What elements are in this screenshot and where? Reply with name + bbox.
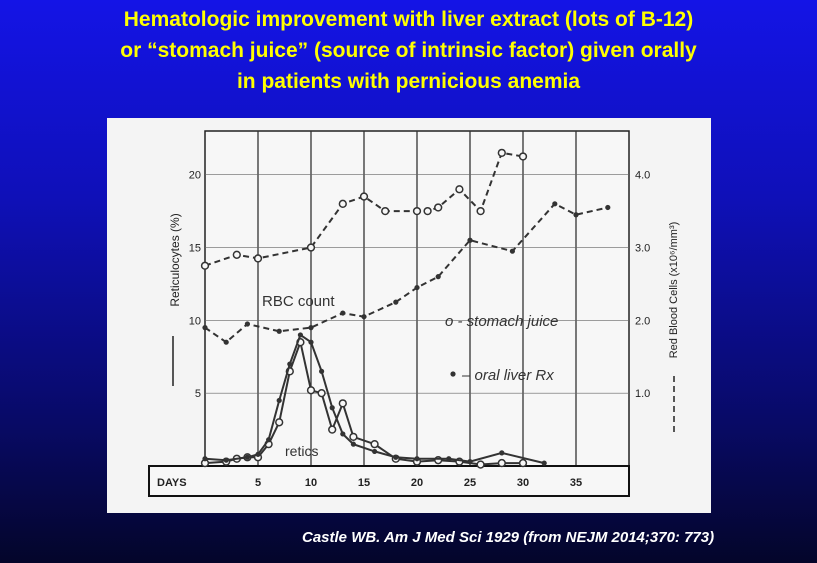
x-tick-label: 5 <box>255 477 261 489</box>
data-point-rbc_stomach <box>476 206 485 216</box>
data-point-rbc_liver <box>361 314 367 320</box>
y-right-tick-labels: 1.0 2.0 3.0 4.0 <box>635 170 650 400</box>
data-point-retics_liver <box>255 451 261 457</box>
data-series <box>200 148 611 469</box>
data-point-rbc_liver <box>467 237 473 243</box>
data-point-retics_liver <box>499 450 505 456</box>
data-point-rbc_liver <box>393 299 399 305</box>
y-right-tick-label: 4.0 <box>635 170 650 182</box>
data-point-rbc_stomach <box>338 199 347 208</box>
data-point-rbc_stomach <box>232 250 241 259</box>
data-point-rbc_liver <box>202 325 208 331</box>
data-point-retics_liver <box>319 368 325 374</box>
grid-lines <box>205 131 629 466</box>
data-point-rbc_stomach <box>359 192 369 201</box>
data-point-retics_stomach <box>338 399 347 408</box>
data-point-rbc_liver <box>552 201 558 207</box>
x-tick-label: 10 <box>305 477 317 489</box>
x-tick-label: 20 <box>411 477 423 489</box>
data-point-rbc_stomach <box>497 148 506 157</box>
y-left-tick-labels: 5 10 15 20 <box>189 170 201 400</box>
data-point-retics_liver <box>244 454 250 460</box>
data-point-rbc_liver <box>605 204 611 211</box>
data-point-retics_liver <box>541 460 547 466</box>
data-point-retics_liver <box>297 332 303 338</box>
citation: Castle WB. Am J Med Sci 1929 (from NEJM … <box>302 529 715 546</box>
days-bar <box>148 465 630 497</box>
slide-title: Hematologic improvement with liver extra… <box>0 4 817 97</box>
y-left-tick-label: 15 <box>189 243 201 255</box>
data-point-retics_stomach <box>306 386 316 395</box>
title-line-1: Hematologic improvement with liver extra… <box>123 8 694 31</box>
annotation-retics: retics <box>285 443 318 459</box>
data-point-rbc_stomach <box>434 203 443 212</box>
legend-liver-marker <box>450 371 456 377</box>
chart-figure: DAYS 5 10 15 20 25 30 35 5 10 15 20 1.0 2.0 3.0 4.0 … <box>107 118 711 513</box>
x-tick-label: 35 <box>570 477 582 489</box>
data-point-rbc_stomach <box>423 206 432 216</box>
data-point-retics_liver <box>287 361 293 367</box>
data-point-retics_liver <box>340 431 346 437</box>
data-point-retics_stomach <box>476 460 485 469</box>
data-point-retics_liver <box>446 456 452 462</box>
data-point-rbc_liver <box>573 212 579 218</box>
legend-oral-liver: – oral liver Rx <box>461 367 554 384</box>
data-point-retics_liver <box>372 448 378 455</box>
data-point-rbc_stomach <box>412 206 422 216</box>
data-point-retics_liver <box>350 441 356 447</box>
data-point-retics_stomach <box>497 458 506 468</box>
data-point-rbc_liver <box>276 328 282 334</box>
data-point-rbc_stomach <box>518 152 528 161</box>
title-line-3: in patients with pernicious anemia <box>236 70 581 93</box>
data-point-rbc_stomach <box>381 206 390 216</box>
y-left-tick-label: 10 <box>189 315 201 327</box>
data-point-retics_stomach <box>370 440 379 449</box>
data-point-rbc_stomach <box>455 185 464 194</box>
title-line-2: or “stomach juice” (source of intrinsic … <box>120 39 697 62</box>
data-point-retics_stomach <box>518 458 528 468</box>
x-axis-label: DAYS <box>157 477 187 489</box>
annotation-rbc-count: RBC count <box>262 293 335 310</box>
data-point-rbc_stomach <box>306 243 316 252</box>
series-line-rbc_stomach <box>204 151 524 267</box>
data-point-retics_stomach <box>349 432 358 442</box>
data-point-retics_liver <box>276 397 282 404</box>
data-point-rbc_liver <box>509 248 515 254</box>
y-left-axis-label: Reticulocytes (%) <box>168 213 182 306</box>
data-point-retics_stomach <box>317 389 326 398</box>
data-point-rbc_liver <box>340 310 346 316</box>
data-point-rbc_liver <box>435 274 441 280</box>
y-right-tick-label: 3.0 <box>635 243 650 255</box>
data-point-retics_liver <box>467 459 473 465</box>
data-point-retics_liver <box>223 457 229 463</box>
data-point-retics_stomach <box>328 425 337 434</box>
data-point-retics_liver <box>202 456 208 462</box>
series-line-rbc_liver <box>204 202 609 344</box>
data-point-retics_liver <box>266 437 272 443</box>
data-point-retics_liver <box>329 405 335 411</box>
legend-stomach-juice: o - stomach juice <box>445 313 558 330</box>
x-tick-labels: 5 10 15 20 25 30 35 <box>255 477 582 489</box>
y-right-tick-label: 2.0 <box>635 315 650 327</box>
y-right-tick-label: 1.0 <box>635 388 650 400</box>
data-point-retics_liver <box>308 339 314 345</box>
data-point-rbc_stomach <box>200 261 210 270</box>
data-point-rbc_liver <box>244 321 250 327</box>
data-point-rbc_liver <box>414 284 420 291</box>
x-tick-label: 25 <box>464 477 476 489</box>
data-point-retics_stomach <box>275 418 284 427</box>
data-point-rbc_stomach <box>253 254 263 263</box>
x-tick-label: 30 <box>517 477 529 489</box>
y-left-tick-label: 5 <box>195 388 201 400</box>
y-left-tick-label: 20 <box>189 170 201 182</box>
x-tick-label: 15 <box>358 477 370 489</box>
y-right-axis-label: Red Blood Cells (x10⁶/mm³) <box>668 222 680 359</box>
data-point-retics_liver <box>393 454 399 460</box>
data-point-retics_liver <box>414 456 420 462</box>
data-point-rbc_liver <box>223 339 229 345</box>
series-line-retics_liver <box>204 333 545 465</box>
data-point-rbc_liver <box>308 325 314 331</box>
